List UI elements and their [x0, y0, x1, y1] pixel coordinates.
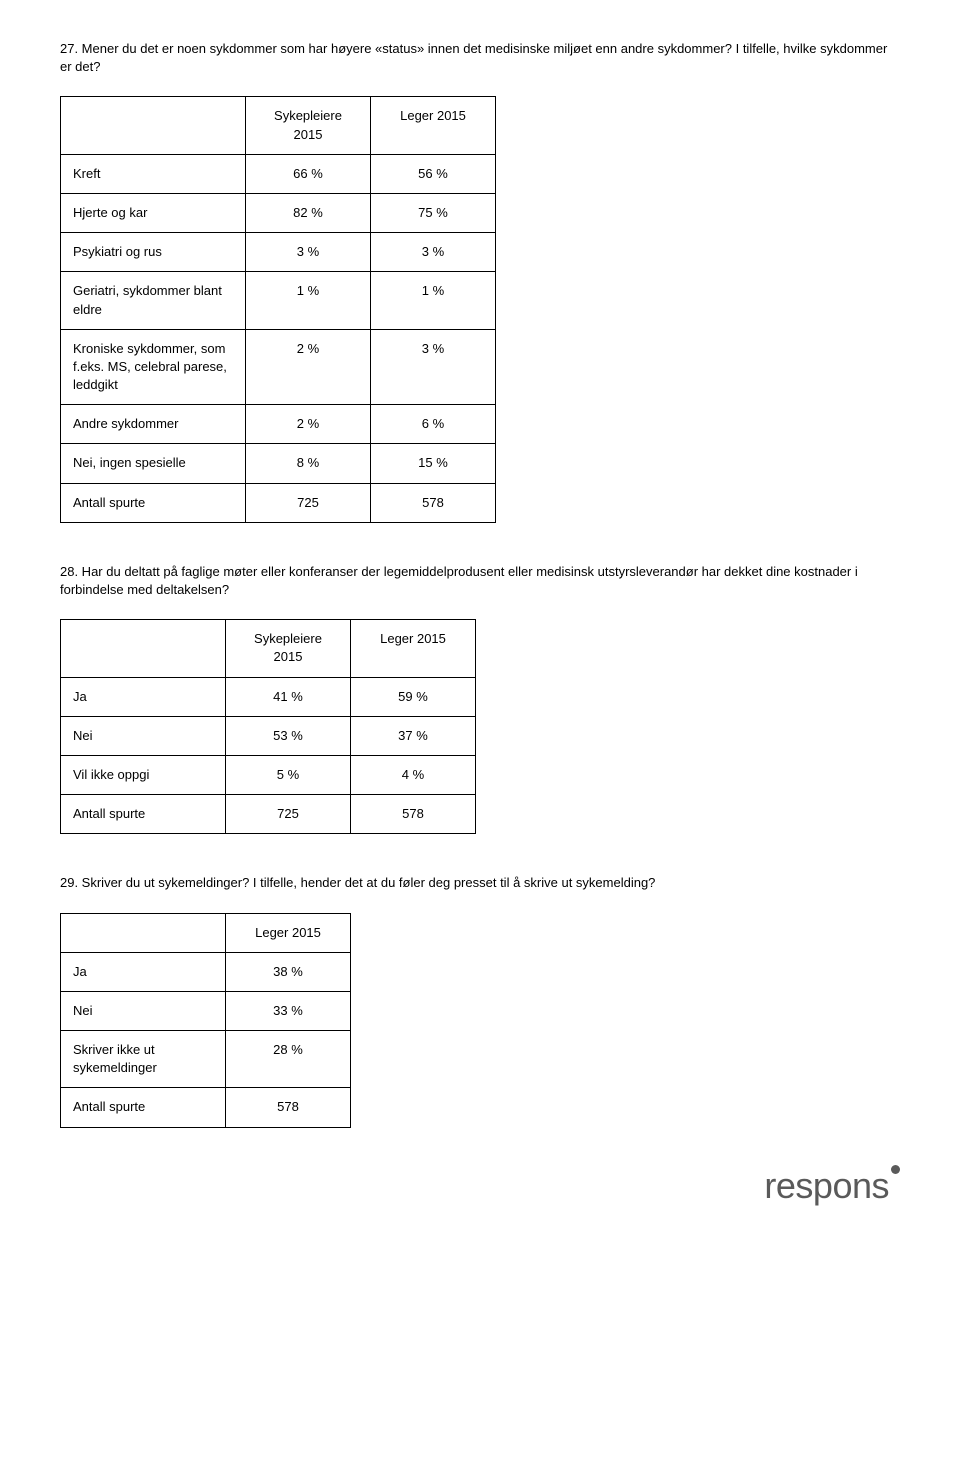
row-label: Andre sykdommer [61, 405, 246, 444]
row-val-1: 2 % [246, 329, 371, 405]
row-val-1: 28 % [226, 1031, 351, 1088]
row-val-2: 3 % [371, 329, 496, 405]
header-col-1: Leger 2015 [226, 913, 351, 952]
table-row: Nei 33 % [61, 991, 351, 1030]
row-val-1: 725 [226, 795, 351, 834]
row-val-1: 33 % [226, 991, 351, 1030]
row-label: Psykiatri og rus [61, 233, 246, 272]
table-row: Antall spurte 578 [61, 1088, 351, 1127]
question-27-text: 27. Mener du det er noen sykdommer som h… [60, 40, 900, 76]
header-col-1: Sykepleiere 2015 [226, 620, 351, 677]
table-row: Nei 53 % 37 % [61, 716, 476, 755]
row-val-1: 41 % [226, 677, 351, 716]
row-val-2: 578 [351, 795, 476, 834]
row-val-1: 8 % [246, 444, 371, 483]
row-val-1: 82 % [246, 193, 371, 232]
table-row: Ja 41 % 59 % [61, 677, 476, 716]
table-row: Ja 38 % [61, 952, 351, 991]
row-val-2: 578 [371, 483, 496, 522]
table-row: Antall spurte 725 578 [61, 795, 476, 834]
row-val-2: 15 % [371, 444, 496, 483]
row-label: Kroniske sykdommer, som f.eks. MS, celeb… [61, 329, 246, 405]
question-29-text: 29. Skriver du ut sykemeldinger? I tilfe… [60, 874, 900, 892]
row-val-2: 4 % [351, 755, 476, 794]
footer-logo: respons [60, 1168, 900, 1212]
header-col-2: Leger 2015 [371, 97, 496, 154]
table-row: Kroniske sykdommer, som f.eks. MS, celeb… [61, 329, 496, 405]
logo-dot-icon [891, 1165, 900, 1174]
row-val-1: 1 % [246, 272, 371, 329]
row-label: Kreft [61, 154, 246, 193]
row-label: Skriver ikke ut sykemeldinger [61, 1031, 226, 1088]
header-empty [61, 97, 246, 154]
row-label: Ja [61, 677, 226, 716]
row-val-2: 37 % [351, 716, 476, 755]
row-val-2: 6 % [371, 405, 496, 444]
row-label: Vil ikke oppgi [61, 755, 226, 794]
question-28-text: 28. Har du deltatt på faglige møter elle… [60, 563, 900, 599]
table-row: Kreft 66 % 56 % [61, 154, 496, 193]
table-row: Sykepleiere 2015 Leger 2015 [61, 97, 496, 154]
row-val-2: 75 % [371, 193, 496, 232]
row-val-1: 578 [226, 1088, 351, 1127]
row-label: Antall spurte [61, 795, 226, 834]
table-row: Andre sykdommer 2 % 6 % [61, 405, 496, 444]
row-val-2: 59 % [351, 677, 476, 716]
header-empty [61, 913, 226, 952]
logo-text: respons [764, 1161, 889, 1211]
table-q29: Leger 2015 Ja 38 % Nei 33 % Skriver ikke… [60, 913, 351, 1128]
row-val-1: 3 % [246, 233, 371, 272]
table-row: Skriver ikke ut sykemeldinger 28 % [61, 1031, 351, 1088]
row-label: Antall spurte [61, 483, 246, 522]
table-row: Sykepleiere 2015 Leger 2015 [61, 620, 476, 677]
row-val-1: 53 % [226, 716, 351, 755]
table-row: Hjerte og kar 82 % 75 % [61, 193, 496, 232]
row-label: Nei [61, 716, 226, 755]
row-label: Geriatri, sykdommer blant eldre [61, 272, 246, 329]
row-val-2: 3 % [371, 233, 496, 272]
table-row: Antall spurte 725 578 [61, 483, 496, 522]
row-label: Hjerte og kar [61, 193, 246, 232]
logo: respons [764, 1161, 900, 1211]
table-row: Nei, ingen spesielle 8 % 15 % [61, 444, 496, 483]
row-val-2: 56 % [371, 154, 496, 193]
row-val-1: 66 % [246, 154, 371, 193]
table-row: Leger 2015 [61, 913, 351, 952]
header-col-2: Leger 2015 [351, 620, 476, 677]
row-label: Antall spurte [61, 1088, 226, 1127]
header-empty [61, 620, 226, 677]
table-row: Geriatri, sykdommer blant eldre 1 % 1 % [61, 272, 496, 329]
table-q28: Sykepleiere 2015 Leger 2015 Ja 41 % 59 %… [60, 619, 476, 834]
row-val-1: 2 % [246, 405, 371, 444]
table-q27: Sykepleiere 2015 Leger 2015 Kreft 66 % 5… [60, 96, 496, 522]
row-val-1: 38 % [226, 952, 351, 991]
row-val-1: 725 [246, 483, 371, 522]
row-val-2: 1 % [371, 272, 496, 329]
row-label: Ja [61, 952, 226, 991]
row-label: Nei, ingen spesielle [61, 444, 246, 483]
header-col-1: Sykepleiere 2015 [246, 97, 371, 154]
table-row: Psykiatri og rus 3 % 3 % [61, 233, 496, 272]
row-label: Nei [61, 991, 226, 1030]
table-row: Vil ikke oppgi 5 % 4 % [61, 755, 476, 794]
row-val-1: 5 % [226, 755, 351, 794]
